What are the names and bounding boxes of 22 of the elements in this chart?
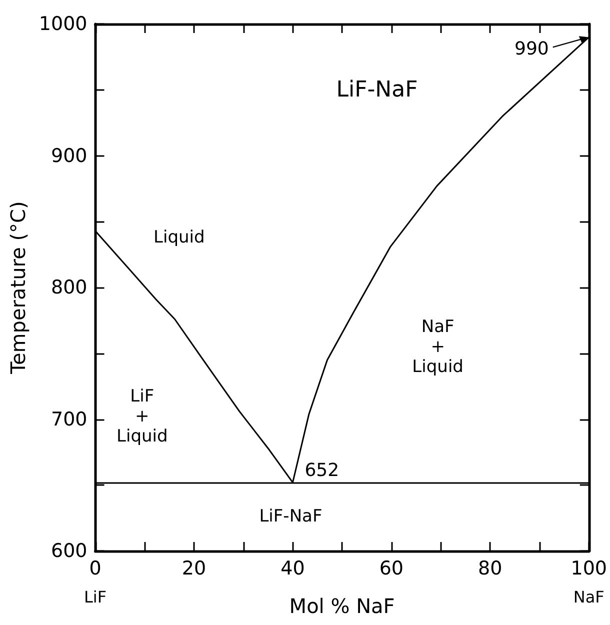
x-tick-label: 80 [478,558,502,580]
annotation: NaF + Liquid [412,316,464,377]
x-axis-title: Mol % NaF [289,594,395,618]
x-tick-label: 100 [570,558,607,580]
annotation: LiF + Liquid [116,386,168,447]
x-tick-label: 20 [182,558,206,580]
annotation: Liquid [154,227,205,248]
y-tick-label: 700 [50,408,88,430]
y-tick-label: 900 [50,144,88,167]
y-axis-title: Temperature (°C) [6,201,30,375]
annotation: 990 [514,38,549,60]
x-tick-label: 40 [280,558,305,580]
y-tick-label: 800 [50,276,88,298]
y-tick-label: 600 [50,540,88,562]
annotation: 652 [304,460,340,481]
x-tick-label: 60 [379,558,404,580]
text: LiF-NaF [336,78,418,102]
x-tick-label: 0 [89,558,102,580]
annotation: LiF-NaF [259,506,322,527]
text: NaF [573,588,604,607]
text: LiF [84,588,107,607]
y-tick-label: 1000 [38,13,88,35]
